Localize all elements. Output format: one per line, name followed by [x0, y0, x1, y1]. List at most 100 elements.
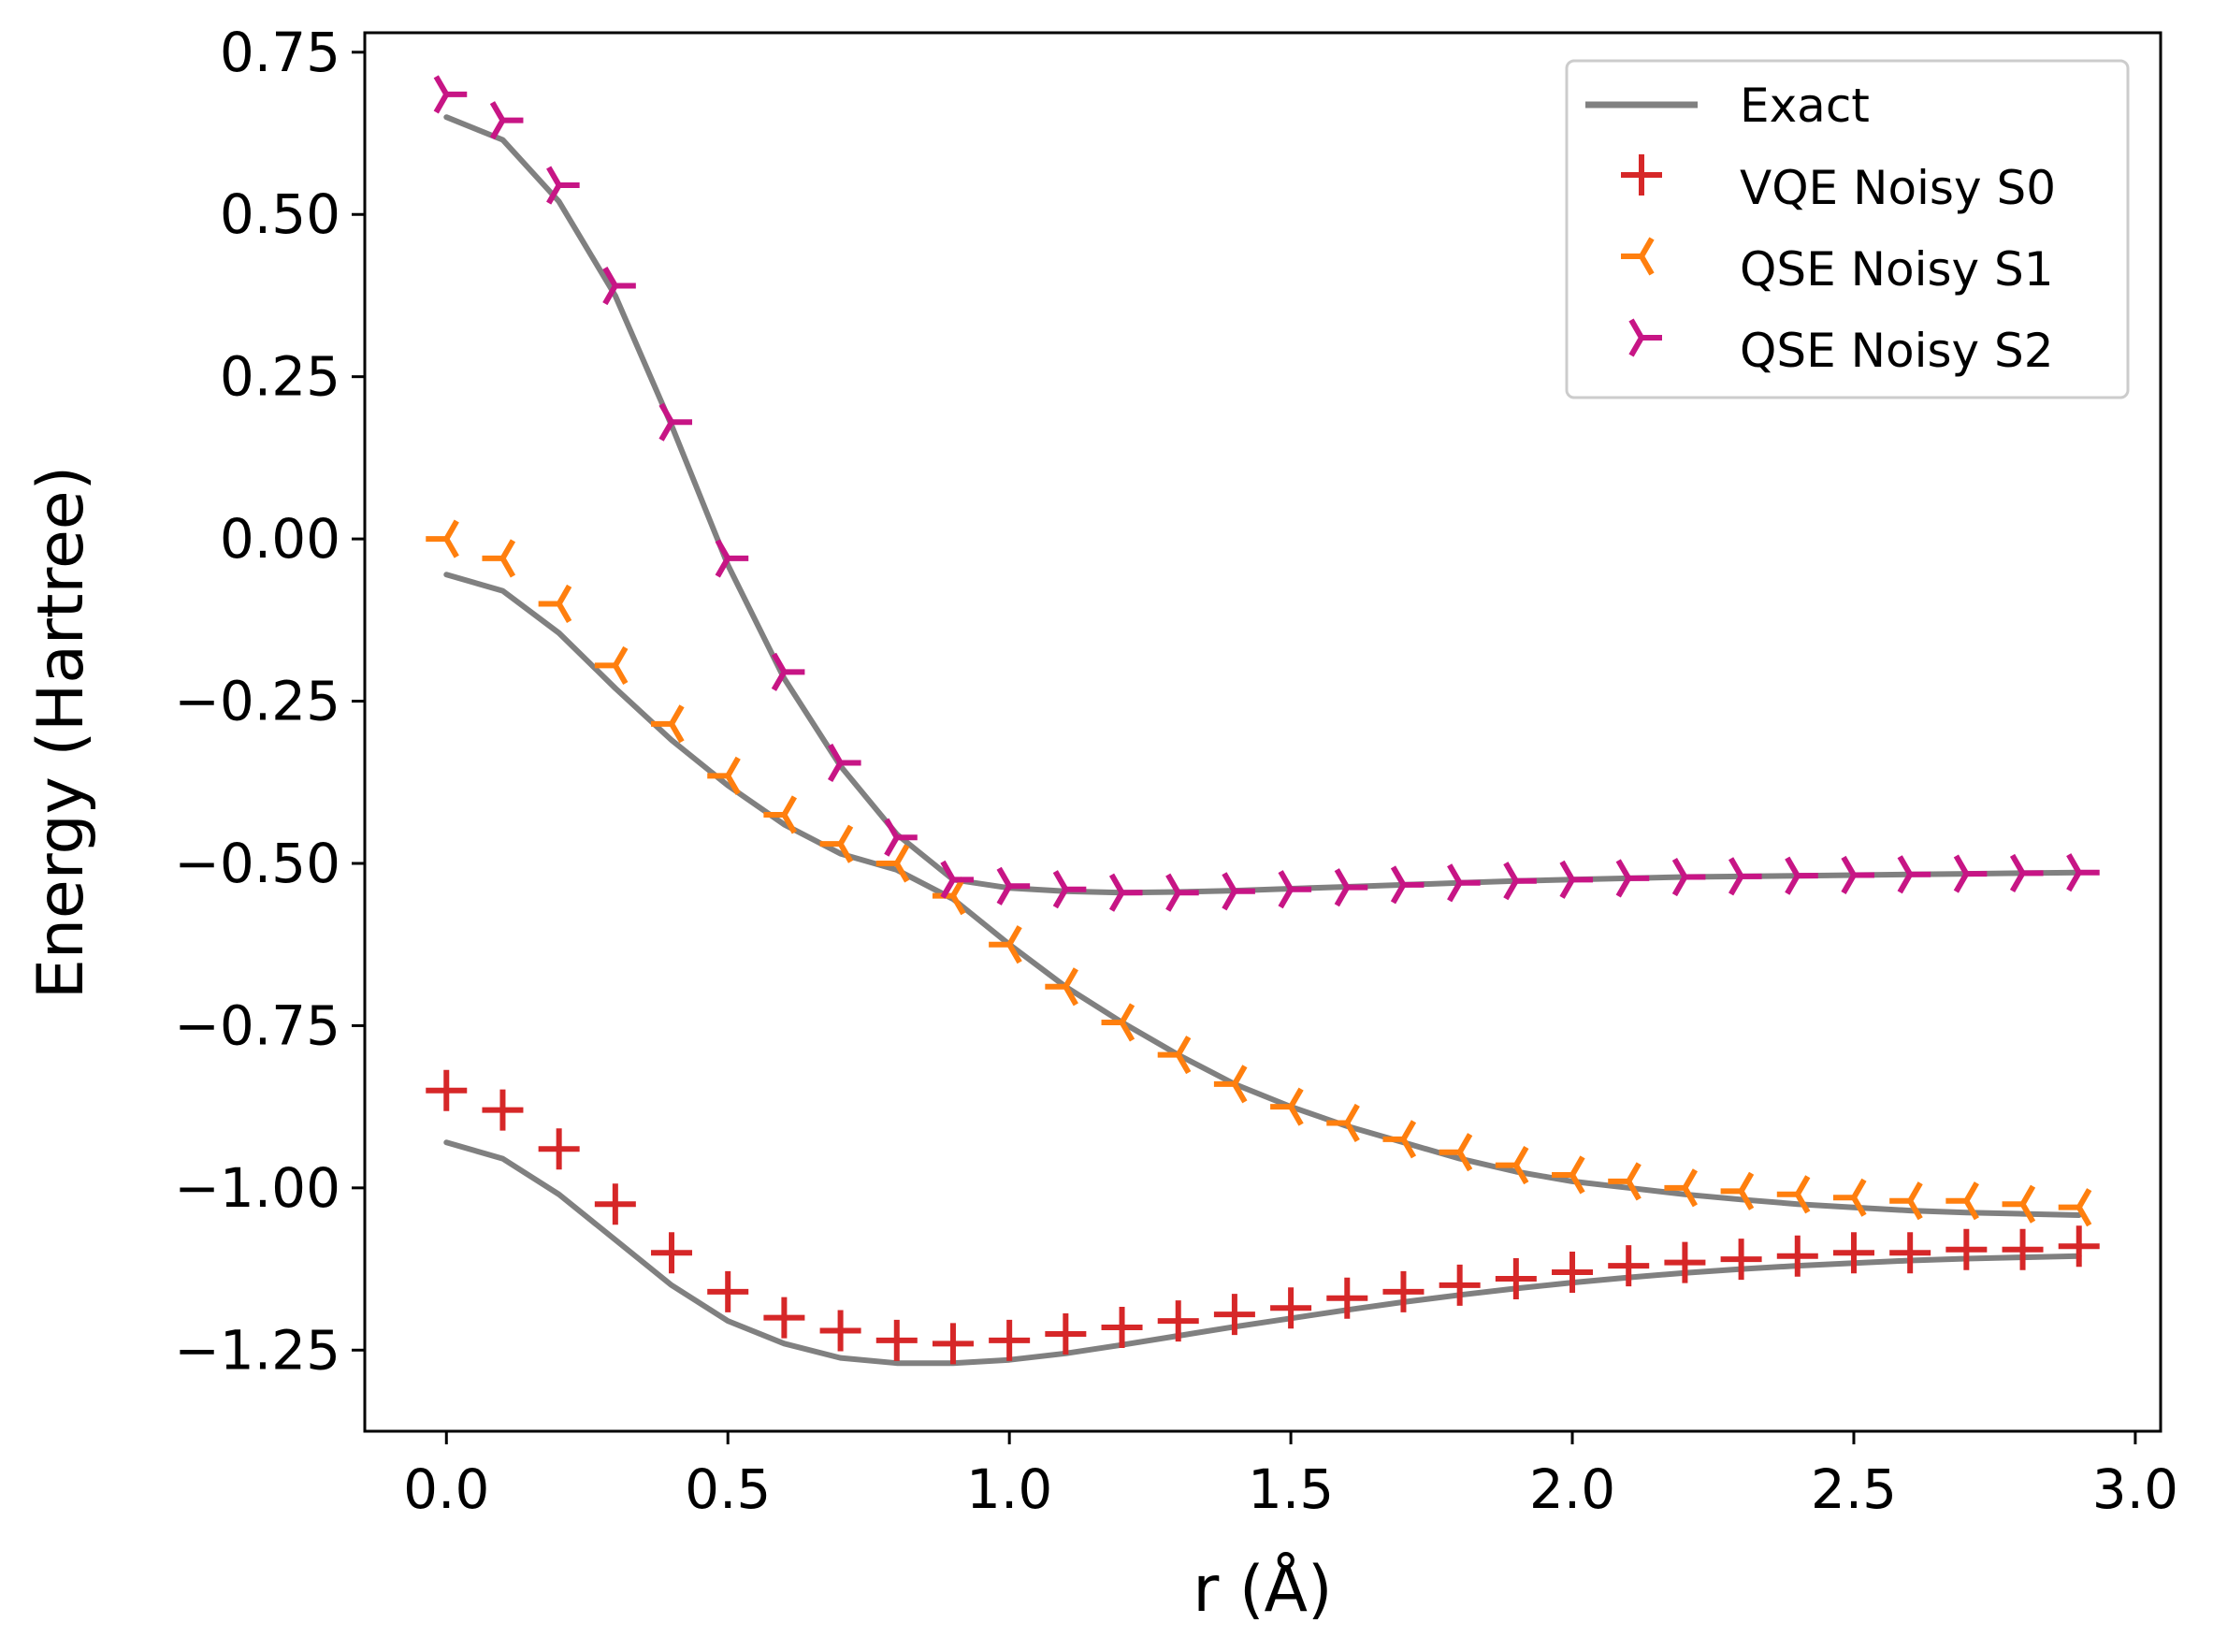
legend-marker-vqe-s0 — [1621, 154, 1662, 196]
data-point — [538, 584, 572, 624]
data-point — [651, 704, 685, 744]
y-tick-label: 0.25 — [220, 345, 340, 409]
data-point — [1157, 1300, 1199, 1342]
data-point — [1785, 856, 1818, 895]
data-point — [1222, 872, 1255, 911]
data-point — [940, 860, 974, 899]
data-point — [1503, 862, 1537, 901]
data-point — [996, 866, 1031, 906]
legend-marker-qse-s1 — [1621, 237, 1655, 276]
data-point — [819, 824, 854, 863]
x-tick-label: 0.0 — [403, 1457, 489, 1521]
series-qse-noisy-s2 — [433, 75, 2100, 912]
data-point — [707, 1270, 749, 1312]
data-point — [1664, 1241, 1706, 1283]
data-point — [1326, 1103, 1360, 1143]
data-point — [763, 1297, 805, 1339]
data-point — [482, 1089, 524, 1131]
data-point — [1382, 1270, 1425, 1312]
legend-entry-vqe-s0: VQE Noisy S0 — [1621, 154, 2056, 215]
data-point — [1270, 1087, 1304, 1126]
data-point — [1608, 1162, 1642, 1201]
data-point — [426, 519, 459, 558]
data-point — [1213, 1065, 1248, 1104]
data-point — [827, 743, 861, 783]
y-tick-label: −1.25 — [174, 1318, 340, 1382]
data-point — [1552, 1252, 1594, 1294]
data-point — [1945, 1228, 1988, 1270]
data-point — [771, 652, 805, 691]
data-point — [715, 539, 749, 578]
data-point — [1720, 1239, 1762, 1281]
legend-box — [1565, 59, 2130, 399]
data-point — [819, 1310, 861, 1352]
y-axis-ticks: 0.75 0.50 0.25 0.00 −0.25 −0.50 −0.75 −1.00 −1.2… — [174, 21, 365, 1382]
data-point — [1101, 1307, 1143, 1349]
data-point — [433, 75, 468, 114]
y-tick-label: −0.50 — [174, 832, 340, 895]
data-point — [989, 925, 1022, 964]
data-point — [2002, 1228, 2044, 1270]
x-tick-label: 3.0 — [2092, 1457, 2178, 1521]
data-point — [594, 645, 629, 685]
data-point — [1334, 868, 1368, 907]
legend-entry-qse-s2: QSE Noisy S2 — [1628, 318, 2054, 378]
data-point — [1728, 857, 1762, 896]
series-vqe-noisy-s0 — [426, 1069, 2100, 1365]
data-point — [884, 818, 918, 857]
y-tick-label: 0.50 — [220, 182, 340, 246]
data-point — [875, 844, 910, 883]
data-point — [2066, 853, 2100, 892]
data-point — [658, 402, 693, 442]
data-point — [989, 1319, 1031, 1361]
data-point — [1270, 1287, 1312, 1329]
data-point — [2058, 1188, 2092, 1227]
data-point — [707, 756, 741, 795]
data-point — [1326, 1277, 1368, 1319]
data-point — [1052, 870, 1087, 909]
data-point — [1953, 854, 1988, 893]
y-tick-label: −1.00 — [174, 1156, 340, 1220]
data-point — [1165, 873, 1199, 912]
data-point — [1278, 870, 1312, 909]
series-markers — [426, 75, 2100, 1365]
data-point — [426, 1069, 468, 1111]
data-point — [1889, 1232, 1931, 1274]
data-point — [1382, 1120, 1417, 1159]
data-point — [1889, 1181, 1923, 1221]
data-point — [1390, 865, 1425, 905]
data-point — [875, 1319, 918, 1361]
x-axis-title: r (Å) — [1193, 1551, 1332, 1627]
y-axis-title: Energy (Hartree) — [24, 466, 98, 999]
data-point — [1447, 863, 1481, 903]
x-tick-label: 2.0 — [1529, 1457, 1615, 1521]
data-point — [1608, 1245, 1650, 1287]
legend-entry-qse-s1: QSE Noisy S1 — [1621, 237, 2054, 297]
legend-label-qse-s1: QSE Noisy S1 — [1740, 242, 2054, 297]
data-point — [1671, 857, 1706, 897]
data-point — [1945, 1181, 1979, 1221]
data-point — [1664, 1168, 1699, 1208]
data-point — [1615, 859, 1650, 898]
data-point — [489, 101, 524, 140]
data-point — [2002, 1184, 2036, 1224]
data-point — [1495, 1257, 1537, 1299]
data-point — [1439, 1264, 1481, 1306]
data-point — [538, 1128, 580, 1170]
x-tick-label: 0.5 — [685, 1457, 771, 1521]
data-point — [2009, 853, 2044, 892]
legend-label-vqe-s0: VQE Noisy S0 — [1740, 161, 2056, 215]
data-point — [1108, 873, 1143, 912]
data-point — [932, 1323, 974, 1365]
legend-marker-qse-s2 — [1628, 318, 1662, 357]
legend-marker-glyph — [1621, 237, 1655, 276]
legend-label-exact: Exact — [1740, 79, 1870, 133]
legend-marker-glyph — [1621, 154, 1662, 196]
data-point — [602, 267, 636, 306]
data-point — [1832, 1178, 1867, 1217]
data-point — [2058, 1225, 2100, 1268]
data-point — [651, 1232, 693, 1274]
data-point — [482, 539, 516, 578]
x-tick-label: 1.0 — [966, 1457, 1052, 1521]
